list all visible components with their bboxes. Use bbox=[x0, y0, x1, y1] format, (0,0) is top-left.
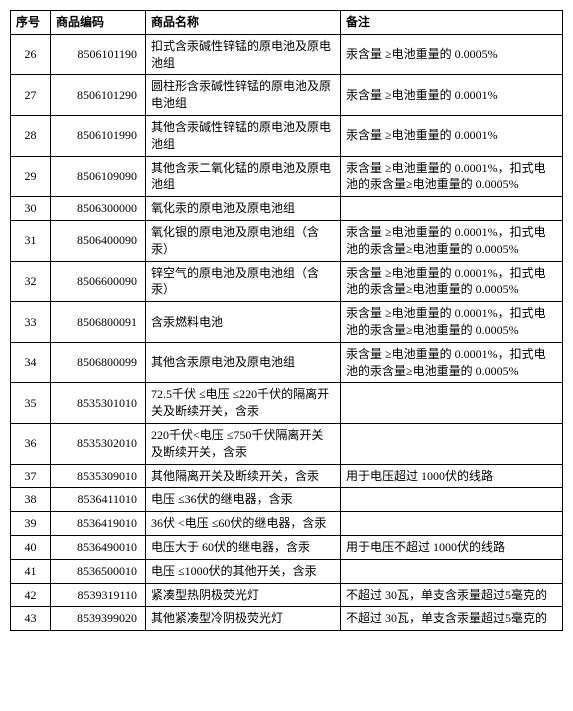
cell-code: 8506800091 bbox=[51, 302, 146, 343]
table-row: 378535309010其他隔离开关及断续开关，含汞用于电压超过 1000伏的线… bbox=[11, 464, 563, 488]
cell-name: 圆柱形含汞碱性锌锰的原电池及原电池组 bbox=[146, 75, 341, 116]
cell-name: 电压大于 60伏的继电器，含汞 bbox=[146, 535, 341, 559]
cell-code: 8506101990 bbox=[51, 115, 146, 156]
product-table: 序号 商品编码 商品名称 备注 268506101190扣式含汞碱性锌锰的原电池… bbox=[10, 10, 563, 631]
table-row: 418536500010电压 ≤1000伏的其他开关，含汞 bbox=[11, 559, 563, 583]
cell-remark bbox=[341, 197, 563, 221]
table-row: 438539399020其他紧凑型冷阴极荧光灯不超过 30瓦，单支含汞量超过5毫… bbox=[11, 607, 563, 631]
cell-code: 8506300000 bbox=[51, 197, 146, 221]
cell-remark: 汞含量 ≥电池重量的 0.0005% bbox=[341, 34, 563, 75]
cell-seq: 43 bbox=[11, 607, 51, 631]
cell-name: 72.5千伏 ≤电压 ≤220千伏的隔离开关及断续开关，含汞 bbox=[146, 383, 341, 424]
cell-name: 其他含汞原电池及原电池组 bbox=[146, 342, 341, 383]
cell-name: 其他紧凑型冷阴极荧光灯 bbox=[146, 607, 341, 631]
cell-remark bbox=[341, 488, 563, 512]
cell-code: 8536490010 bbox=[51, 535, 146, 559]
cell-code: 8506101190 bbox=[51, 34, 146, 75]
table-row: 408536490010电压大于 60伏的继电器，含汞用于电压不超过 1000伏… bbox=[11, 535, 563, 559]
cell-remark: 汞含量 ≥电池重量的 0.0001%，扣式电池的汞含量≥电池重量的 0.0005… bbox=[341, 156, 563, 197]
cell-seq: 41 bbox=[11, 559, 51, 583]
cell-name: 紧凑型热阴极荧光灯 bbox=[146, 583, 341, 607]
cell-remark: 汞含量 ≥电池重量的 0.0001%，扣式电池的汞含量≥电池重量的 0.0005… bbox=[341, 302, 563, 343]
cell-seq: 39 bbox=[11, 512, 51, 536]
table-row: 318506400090氧化银的原电池及原电池组（含汞）汞含量 ≥电池重量的 0… bbox=[11, 220, 563, 261]
cell-name: 电压 ≤1000伏的其他开关，含汞 bbox=[146, 559, 341, 583]
cell-code: 8535309010 bbox=[51, 464, 146, 488]
cell-code: 8506400090 bbox=[51, 220, 146, 261]
header-name: 商品名称 bbox=[146, 11, 341, 35]
cell-remark bbox=[341, 559, 563, 583]
cell-name: 其他含汞二氧化锰的原电池及原电池组 bbox=[146, 156, 341, 197]
cell-remark: 汞含量 ≥电池重量的 0.0001% bbox=[341, 75, 563, 116]
table-header-row: 序号 商品编码 商品名称 备注 bbox=[11, 11, 563, 35]
header-code: 商品编码 bbox=[51, 11, 146, 35]
cell-seq: 31 bbox=[11, 220, 51, 261]
cell-code: 8535301010 bbox=[51, 383, 146, 424]
cell-remark bbox=[341, 383, 563, 424]
table-row: 388536411010电压 ≤36伏的继电器，含汞 bbox=[11, 488, 563, 512]
header-seq: 序号 bbox=[11, 11, 51, 35]
cell-remark bbox=[341, 423, 563, 464]
cell-remark: 用于电压不超过 1000伏的线路 bbox=[341, 535, 563, 559]
table-row: 39853641901036伏 <电压 ≤60伏的继电器，含汞 bbox=[11, 512, 563, 536]
cell-name: 其他含汞碱性锌锰的原电池及原电池组 bbox=[146, 115, 341, 156]
table-row: 288506101990其他含汞碱性锌锰的原电池及原电池组汞含量 ≥电池重量的 … bbox=[11, 115, 563, 156]
cell-name: 36伏 <电压 ≤60伏的继电器，含汞 bbox=[146, 512, 341, 536]
cell-seq: 26 bbox=[11, 34, 51, 75]
cell-remark: 汞含量 ≥电池重量的 0.0001%，扣式电池的汞含量≥电池重量的 0.0005… bbox=[341, 220, 563, 261]
cell-name: 电压 ≤36伏的继电器，含汞 bbox=[146, 488, 341, 512]
cell-code: 8539319110 bbox=[51, 583, 146, 607]
cell-name: 氧化银的原电池及原电池组（含汞） bbox=[146, 220, 341, 261]
cell-seq: 33 bbox=[11, 302, 51, 343]
cell-code: 8536419010 bbox=[51, 512, 146, 536]
cell-remark: 不超过 30瓦，单支含汞量超过5毫克的 bbox=[341, 583, 563, 607]
cell-remark: 不超过 30瓦，单支含汞量超过5毫克的 bbox=[341, 607, 563, 631]
cell-seq: 36 bbox=[11, 423, 51, 464]
cell-seq: 35 bbox=[11, 383, 51, 424]
cell-code: 8539399020 bbox=[51, 607, 146, 631]
table-row: 328506600090锌空气的原电池及原电池组（含汞）汞含量 ≥电池重量的 0… bbox=[11, 261, 563, 302]
cell-code: 8536500010 bbox=[51, 559, 146, 583]
table-row: 308506300000氧化汞的原电池及原电池组 bbox=[11, 197, 563, 221]
cell-code: 8506101290 bbox=[51, 75, 146, 116]
table-row: 298506109090其他含汞二氧化锰的原电池及原电池组汞含量 ≥电池重量的 … bbox=[11, 156, 563, 197]
header-remark: 备注 bbox=[341, 11, 563, 35]
cell-code: 8535302010 bbox=[51, 423, 146, 464]
table-row: 348506800099其他含汞原电池及原电池组汞含量 ≥电池重量的 0.000… bbox=[11, 342, 563, 383]
cell-seq: 42 bbox=[11, 583, 51, 607]
cell-seq: 28 bbox=[11, 115, 51, 156]
cell-code: 8506600090 bbox=[51, 261, 146, 302]
cell-seq: 27 bbox=[11, 75, 51, 116]
cell-name: 含汞燃料电池 bbox=[146, 302, 341, 343]
cell-code: 8536411010 bbox=[51, 488, 146, 512]
cell-name: 其他隔离开关及断续开关，含汞 bbox=[146, 464, 341, 488]
cell-remark: 汞含量 ≥电池重量的 0.0001%，扣式电池的汞含量≥电池重量的 0.0005… bbox=[341, 342, 563, 383]
cell-remark: 汞含量 ≥电池重量的 0.0001% bbox=[341, 115, 563, 156]
cell-remark: 汞含量 ≥电池重量的 0.0001%，扣式电池的汞含量≥电池重量的 0.0005… bbox=[341, 261, 563, 302]
cell-name: 氧化汞的原电池及原电池组 bbox=[146, 197, 341, 221]
table-row: 35853530101072.5千伏 ≤电压 ≤220千伏的隔离开关及断续开关，… bbox=[11, 383, 563, 424]
table-row: 268506101190扣式含汞碱性锌锰的原电池及原电池组汞含量 ≥电池重量的 … bbox=[11, 34, 563, 75]
cell-remark: 用于电压超过 1000伏的线路 bbox=[341, 464, 563, 488]
cell-seq: 37 bbox=[11, 464, 51, 488]
cell-remark bbox=[341, 512, 563, 536]
table-row: 368535302010220千伏<电压 ≤750千伏隔离开关及断续开关，含汞 bbox=[11, 423, 563, 464]
cell-name: 220千伏<电压 ≤750千伏隔离开关及断续开关，含汞 bbox=[146, 423, 341, 464]
cell-code: 8506109090 bbox=[51, 156, 146, 197]
cell-seq: 30 bbox=[11, 197, 51, 221]
cell-seq: 38 bbox=[11, 488, 51, 512]
table-row: 338506800091含汞燃料电池汞含量 ≥电池重量的 0.0001%，扣式电… bbox=[11, 302, 563, 343]
table-row: 428539319110紧凑型热阴极荧光灯不超过 30瓦，单支含汞量超过5毫克的 bbox=[11, 583, 563, 607]
cell-seq: 32 bbox=[11, 261, 51, 302]
table-row: 278506101290圆柱形含汞碱性锌锰的原电池及原电池组汞含量 ≥电池重量的… bbox=[11, 75, 563, 116]
cell-code: 8506800099 bbox=[51, 342, 146, 383]
cell-seq: 29 bbox=[11, 156, 51, 197]
cell-name: 扣式含汞碱性锌锰的原电池及原电池组 bbox=[146, 34, 341, 75]
cell-seq: 34 bbox=[11, 342, 51, 383]
cell-seq: 40 bbox=[11, 535, 51, 559]
cell-name: 锌空气的原电池及原电池组（含汞） bbox=[146, 261, 341, 302]
